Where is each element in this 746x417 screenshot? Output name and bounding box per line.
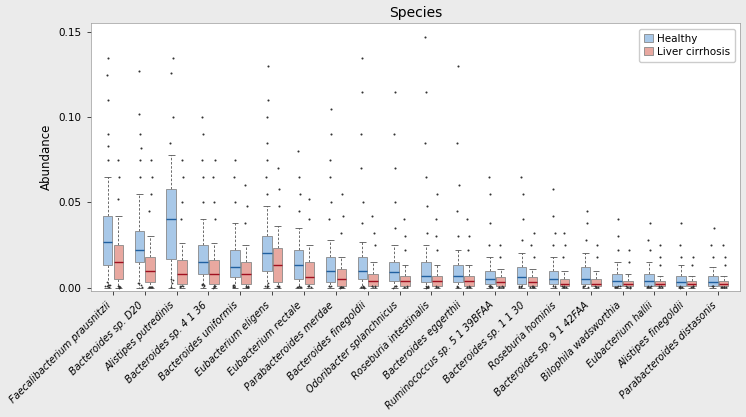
Bar xyxy=(304,262,314,284)
Bar xyxy=(369,274,378,286)
Bar xyxy=(645,274,653,286)
Bar xyxy=(294,250,304,279)
Bar xyxy=(241,262,251,284)
Bar xyxy=(178,260,186,284)
Bar xyxy=(687,281,697,286)
Bar xyxy=(231,250,239,277)
Bar xyxy=(676,276,686,286)
Bar xyxy=(580,267,590,284)
Bar xyxy=(326,257,335,282)
Bar xyxy=(113,245,123,279)
Bar xyxy=(145,257,155,282)
Bar xyxy=(464,276,474,286)
Bar xyxy=(453,265,463,282)
Legend: Healthy, Liver cirrhosis: Healthy, Liver cirrhosis xyxy=(639,29,736,62)
Y-axis label: Abundance: Abundance xyxy=(40,124,53,191)
Bar xyxy=(262,236,272,271)
Bar xyxy=(134,231,144,262)
Bar xyxy=(336,269,346,286)
Bar xyxy=(708,276,718,286)
Bar xyxy=(592,279,601,286)
Bar xyxy=(623,281,633,286)
Bar xyxy=(432,276,442,286)
Bar xyxy=(389,262,399,281)
Bar xyxy=(166,189,176,259)
Title: Species: Species xyxy=(389,5,442,20)
Bar xyxy=(421,262,431,282)
Bar xyxy=(719,281,728,286)
Bar xyxy=(496,277,505,286)
Bar xyxy=(549,271,558,284)
Bar xyxy=(103,216,113,265)
Bar xyxy=(612,274,622,286)
Bar xyxy=(517,267,527,284)
Bar xyxy=(560,279,569,286)
Bar xyxy=(655,281,665,286)
Bar xyxy=(198,245,208,274)
Bar xyxy=(273,249,283,282)
Bar xyxy=(357,257,367,279)
Bar xyxy=(209,260,219,284)
Bar xyxy=(485,271,495,284)
Bar xyxy=(527,277,537,286)
Bar xyxy=(401,276,410,286)
